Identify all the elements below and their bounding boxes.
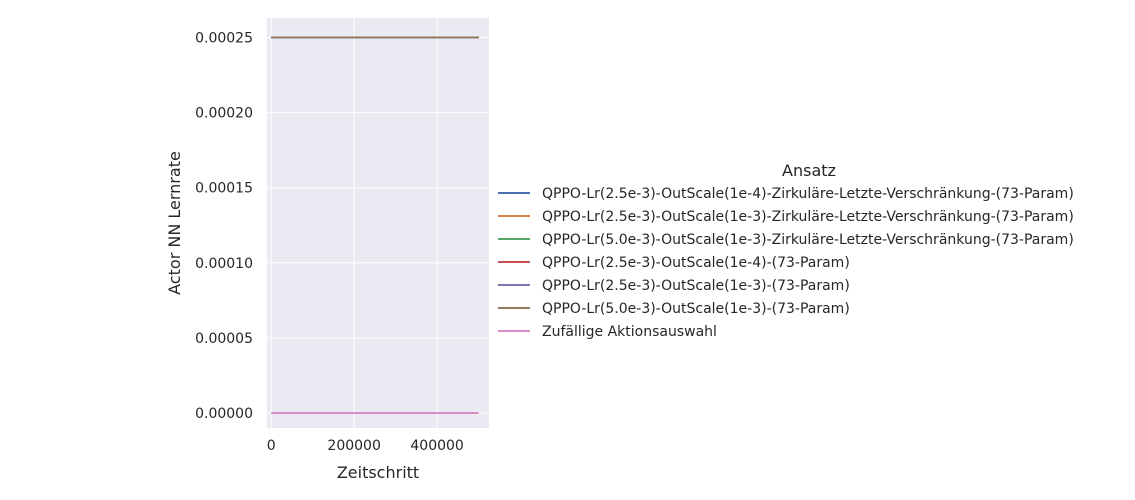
legend-entry: Zufällige Aktionsauswahl (542, 324, 717, 340)
x-tick-label: 0 (267, 438, 276, 454)
series-lines (271, 36, 479, 414)
x-axis-label: Zeitschritt (337, 463, 419, 482)
legend-entry: QPPO-Lr(2.5e-3)-OutScale(1e-3)-(73-Param… (542, 278, 850, 294)
legend-entry: QPPO-Lr(5.0e-3)-OutScale(1e-3)-Zirkuläre… (542, 232, 1074, 248)
y-tick-label: 0.00020 (195, 106, 253, 122)
plot-area (267, 18, 489, 428)
y-tick-label: 0.00005 (195, 331, 253, 347)
x-tick-label: 200000 (327, 438, 380, 454)
legend-entry: QPPO-Lr(2.5e-3)-OutScale(1e-4)-(73-Param… (542, 255, 850, 271)
y-tick-label: 0.00010 (195, 256, 253, 272)
x-axis-ticks: 0 200000 400000 (267, 438, 464, 454)
y-tick-label: 0.00000 (195, 406, 253, 422)
legend: Ansatz QPPO-Lr(2.5e-3)-OutScale(1e-4)-Zi… (498, 161, 1074, 340)
legend-entry: QPPO-Lr(2.5e-3)-OutScale(1e-3)-Zirkuläre… (542, 209, 1074, 225)
x-tick-label: 400000 (410, 438, 463, 454)
y-tick-label: 0.00025 (195, 31, 253, 47)
legend-title: Ansatz (782, 161, 836, 180)
y-axis-ticks: 0.00000 0.00005 0.00010 0.00015 0.00020 0.000… (195, 31, 253, 422)
y-axis-label: Actor NN Lernrate (165, 151, 184, 295)
legend-entry: QPPO-Lr(5.0e-3)-OutScale(1e-3)-(73-Param… (542, 301, 850, 317)
legend-entry: QPPO-Lr(2.5e-3)-OutScale(1e-4)-Zirkuläre… (542, 186, 1074, 202)
y-tick-label: 0.00015 (195, 181, 253, 197)
